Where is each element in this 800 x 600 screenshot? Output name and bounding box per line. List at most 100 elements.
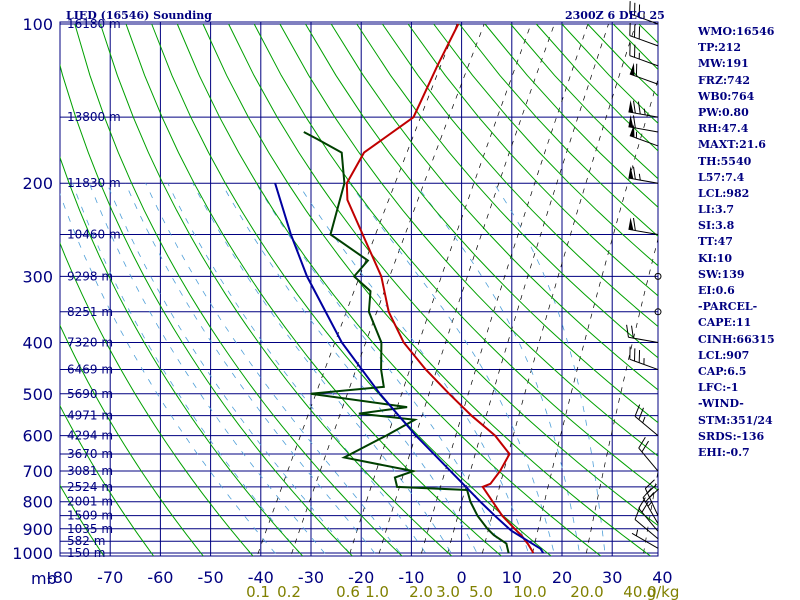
index-item: LFC:-1 xyxy=(698,380,798,396)
height-label: 3081 m xyxy=(67,464,113,478)
dry-adiabat xyxy=(75,24,411,564)
mixing-ratio-line xyxy=(530,24,675,564)
barb-half xyxy=(643,417,645,423)
index-item: CAP:6.5 xyxy=(698,364,798,380)
index-item: KI:10 xyxy=(698,251,798,267)
index-item: LI:3.7 xyxy=(698,202,798,218)
mixing-ratio-label: 10.0 xyxy=(513,583,546,600)
pressure-tick-label: 700 xyxy=(22,462,53,481)
wind-barb xyxy=(627,325,658,343)
temperature-tick-label: -80 xyxy=(47,568,73,587)
dry-adiabat xyxy=(100,24,461,564)
mixing-ratio-label: g/kg xyxy=(647,583,680,600)
index-item: L57:7.4 xyxy=(698,170,798,186)
temperature-tick-label: 30 xyxy=(602,568,622,587)
pressure-tick-label: 400 xyxy=(22,333,53,352)
height-label: 1509 m xyxy=(67,509,113,523)
mixing-ratio-label: 1.0 xyxy=(365,583,389,600)
temperature-tick-label: -60 xyxy=(147,568,173,587)
dry-adiabat xyxy=(203,24,662,564)
pressure-tick-label: 600 xyxy=(22,427,53,446)
height-label: 9298 m xyxy=(67,269,113,283)
index-item: WMO:16546 xyxy=(698,24,798,40)
sounding-profiles xyxy=(275,24,543,553)
parcel-profile xyxy=(275,183,543,553)
height-label: 7320 m xyxy=(67,335,113,349)
timestamp: 2300Z 6 DEC 25 xyxy=(565,9,665,22)
mixing-ratio-label: 20.0 xyxy=(570,583,603,600)
mixing-ratio-label: 2.0 xyxy=(409,583,433,600)
wind-barb xyxy=(639,498,658,532)
index-item: FRZ:742 xyxy=(698,73,798,89)
indices-panel: WMO:16546 TP:212 MW:191 FRZ:742 WB0:764 PW:0.… xyxy=(698,24,798,461)
index-item: MW:191 xyxy=(698,56,798,72)
index-item: STM:351/24 xyxy=(698,413,798,429)
mixing-ratio-label: 0.2 xyxy=(277,583,301,600)
index-item: EI:0.6 xyxy=(698,283,798,299)
height-label: 10460 m xyxy=(67,228,121,242)
pressure-tick-label: 800 xyxy=(22,493,53,512)
mixing-ratio-label: 0.6 xyxy=(336,583,360,600)
barb-flag xyxy=(628,100,633,113)
temperature-tick-label: -70 xyxy=(97,568,123,587)
height-label: 5690 m xyxy=(67,387,113,401)
height-label: 11830 m xyxy=(67,176,121,190)
moist-adiabats xyxy=(56,183,606,564)
dry-adiabat xyxy=(0,24,260,564)
temperature-profile xyxy=(347,24,534,553)
plot-frame xyxy=(60,22,658,556)
index-item: LCL:982 xyxy=(698,186,798,202)
barb-full xyxy=(633,218,635,231)
index-item: TT:47 xyxy=(698,234,798,250)
height-label: 4294 m xyxy=(67,429,113,443)
pressure-tick-label: 1000 xyxy=(12,544,53,563)
barb-full xyxy=(627,325,629,338)
mixing-ratio-line xyxy=(376,24,555,564)
barb-half xyxy=(644,109,645,115)
index-item: MAXT:21.6 xyxy=(698,137,798,153)
index-item: CAPE:11 xyxy=(698,315,798,331)
moist-adiabat xyxy=(494,183,606,564)
barb-full xyxy=(638,102,640,115)
barb-flag xyxy=(628,217,633,230)
mixing-ratio-line xyxy=(346,24,531,564)
temperature-tick-label: -30 xyxy=(298,568,324,587)
index-item: SI:3.8 xyxy=(698,218,798,234)
wind-barb xyxy=(630,63,658,85)
wind-barb xyxy=(630,23,658,46)
height-label: 4971 m xyxy=(67,409,113,423)
pressure-tick-label: 500 xyxy=(22,385,53,404)
pressure-tick-label: 100 xyxy=(22,15,53,34)
temperature-tick-label: 20 xyxy=(552,568,572,587)
index-item: -WIND- xyxy=(698,396,798,412)
index-item: TP:212 xyxy=(698,40,798,56)
barb-staff xyxy=(628,112,658,117)
index-item: PW:0.80 xyxy=(698,105,798,121)
mixing-ratio-label: 3.0 xyxy=(436,583,460,600)
dry-adiabats xyxy=(0,24,800,564)
pressure-tick-label: 300 xyxy=(22,267,53,286)
index-item: -PARCEL- xyxy=(698,299,798,315)
barb-full xyxy=(642,501,649,512)
barb-staff xyxy=(628,178,658,183)
height-label: 8251 m xyxy=(67,305,113,319)
chart-title: LIED (16546) Sounding xyxy=(66,9,212,22)
pressure-tick-label: 900 xyxy=(22,520,53,539)
height-label: 3670 m xyxy=(67,447,113,461)
pressure-tick-labels: 100 200 300 400 500 600 700 800 900 1000 xyxy=(12,15,53,563)
temperature-tick-label: -50 xyxy=(198,568,224,587)
moist-adiabat xyxy=(126,183,384,564)
moist-adiabat xyxy=(146,183,409,564)
mixing-ratio-label: 5.0 xyxy=(469,583,493,600)
index-item: EHI:-0.7 xyxy=(698,445,798,461)
height-label: 13800 m xyxy=(67,110,121,124)
index-item: CINH:66315 xyxy=(698,332,798,348)
wind-barb xyxy=(630,347,658,370)
height-label: 6469 m xyxy=(67,363,113,377)
index-item: RH:47.4 xyxy=(698,121,798,137)
barb-flag xyxy=(628,166,633,179)
isotherm-isobar-grid xyxy=(60,22,658,556)
height-labels: 16180 m13800 m11830 m10460 m9298 m8251 m… xyxy=(67,17,121,560)
index-item: TH:5540 xyxy=(698,154,798,170)
